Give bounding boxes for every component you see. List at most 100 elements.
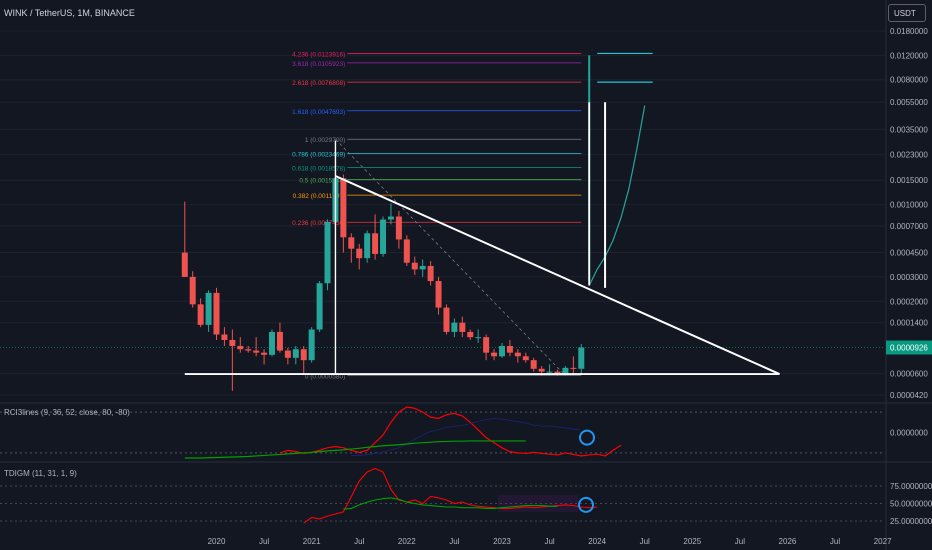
price-tick: 0.0180000 [890,27,928,36]
candle-body [364,233,371,259]
price-tick: 0.0001400 [890,319,928,328]
candle-body [538,368,545,372]
candle-body [562,367,569,374]
candle-body [181,252,188,277]
candle-body [435,281,442,308]
fib-level-label: 0.382 (0.0011707) [293,193,346,200]
trendline-drawings [184,102,780,375]
fib-level-label: 0.5 (0.0015144) [299,178,345,185]
time-tick: 2020 [208,537,226,546]
price-tick: 0.0035000 [890,125,928,134]
currency-button[interactable]: USDT [888,4,926,22]
candle-body [237,345,244,350]
candle-body [451,322,458,332]
fibonacci-levels: 4.236 (0.0123916) 3.618 (0.0105923) 2.618 … [292,51,582,381]
time-tick: 2023 [493,537,511,546]
candle-body [475,337,482,339]
candle-body [205,292,212,325]
candle-body [221,334,228,340]
rci-highlight-circle [579,429,595,446]
rci-series-line [351,418,580,456]
time-tick: 2021 [303,537,321,546]
fib-level-label: 0.786 (0.0023469) [292,151,345,158]
candle-body [530,360,537,369]
candle-body [387,216,394,220]
tdi-pane: 75.0000000 50.0000000 25.0000000 [0,467,932,526]
fib-level-label: 0 (0.0000580) [305,374,345,381]
candle-body [506,345,513,353]
price-tick: 0.0010000 [890,201,928,210]
candle-body [340,178,347,238]
candle-body [419,265,426,270]
candlestick-series [181,174,585,391]
time-tick: Jul [735,537,745,546]
rci-tick: 0.0000000 [890,429,928,438]
price-tick: 0.0080000 [890,76,928,85]
price-tick: 0.0004500 [890,249,928,258]
tdi-tick: 50.0000000 [890,500,932,509]
fib-level-label: 1 (0.0029700) [305,137,345,144]
time-tick: 2022 [398,537,416,546]
candle-body [261,352,268,355]
price-tick: 0.0055000 [890,98,928,107]
candle-body [229,339,236,346]
tdi-tick: 25.0000000 [890,517,932,526]
rci-pane: 0.0000000 [0,406,928,459]
candle-body [348,237,355,249]
fib-trend-line [335,138,566,376]
tdi-highlight-circle [578,496,594,513]
price-tick: 0.0007000 [890,222,928,231]
candle-body [189,276,196,305]
time-tick: 2026 [779,537,797,546]
time-tick: 2025 [683,537,701,546]
time-tick: Jul [449,537,459,546]
fib-level-label: 2.618 (0.0076808) [292,80,345,87]
rci-indicator-label[interactable]: RCI3lines (9, 36, 52, close, 80, -80) [4,408,130,417]
time-axis[interactable]: 2020 Jul 2021 Jul 2022 Jul 2023 Jul 2024 Jul 2025 J… [208,537,892,546]
tdi-indicator-label[interactable]: TDIGM (11, 31, 1, 9) [4,469,77,478]
resistance-trendline [335,175,780,375]
candle-body [403,239,410,263]
time-tick: Jul [830,537,840,546]
candle-body [356,248,363,259]
candle-body [411,262,418,270]
fib-level-label: 4.236 (0.0123916) [292,51,345,58]
price-tick: 0.0002000 [890,297,928,306]
time-tick: Jul [544,537,554,546]
time-tick: Jul [640,537,650,546]
last-price-label: 0.0000926 [890,344,928,353]
candle-body [483,337,490,353]
candle-body [380,219,387,254]
candle-body [578,347,585,369]
candle-body [269,331,276,355]
candle-body [284,350,291,358]
tdi-series-line [343,497,558,510]
price-tick: 0.0120000 [890,51,928,60]
candle-body [245,349,252,351]
last-price-badge [886,340,932,355]
candle-body [197,304,204,325]
candle-body [316,283,323,330]
fib-level-label: 0.618 (0.0018578) [292,165,345,172]
candle-body [554,371,561,374]
price-tick: 0.0000420 [890,391,928,400]
price-axis[interactable]: 0.0180000 0.0120000 0.0080000 0.0055000 0.00… [886,27,932,400]
tdi-band [498,495,578,512]
fib-level-label: 3.618 (0.0105923) [292,61,345,68]
candle-body [522,356,529,361]
candle-body [459,322,466,332]
candle-body [253,350,260,353]
price-tick: 0.0003000 [890,273,928,282]
time-tick: Jul [354,537,364,546]
candle-body [395,216,402,240]
price-tick: 0.0000600 [890,370,928,379]
candle-body [443,307,450,332]
projection-path [588,105,646,286]
candle-body [467,331,474,338]
rci-series-line [184,440,526,459]
chart-title: WINK / TetherUS, 1M, BINANCE [4,8,135,18]
fib-level-label: 1.618 (0.0047693) [292,109,345,116]
candle-body [546,371,553,373]
price-tick: 0.0023000 [890,151,928,160]
